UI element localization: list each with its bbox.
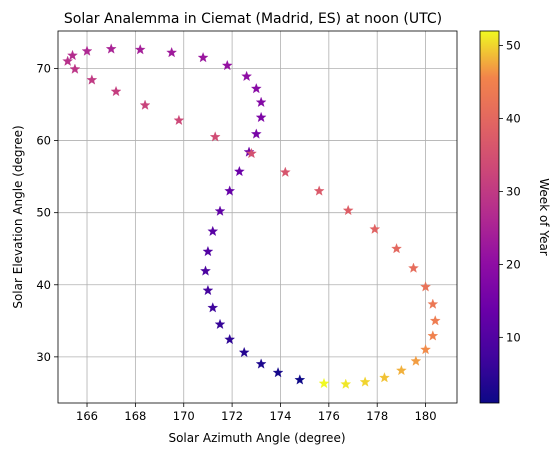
colorbar-tick-label: 30 [506, 184, 521, 198]
data-point-star [238, 346, 250, 358]
colorbar-tick-label: 20 [506, 257, 521, 271]
chart-title: Solar Analemma in Ciemat (Madrid, ES) at… [64, 11, 442, 27]
x-tick-label: 176 [318, 409, 340, 423]
data-point-star [391, 243, 402, 254]
data-point-star [214, 318, 226, 329]
y-tick-label: 70 [36, 61, 51, 75]
data-point-star [209, 131, 221, 142]
data-point-star [250, 128, 262, 139]
data-point-star [67, 49, 78, 61]
data-point-star [420, 344, 431, 355]
data-point-star [202, 284, 214, 296]
grid-lines [58, 31, 457, 403]
data-point-star [173, 114, 185, 125]
colorbar [479, 30, 500, 404]
plot-area-frame [57, 30, 458, 404]
data-point-star [139, 99, 151, 110]
data-point-star [200, 265, 211, 276]
data-point-star [340, 378, 352, 389]
x-axis-ticks: 166 168 170 172 174 176 178 180 [76, 403, 437, 423]
data-point-star [207, 302, 219, 313]
y-tick-label: 30 [36, 350, 51, 364]
data-point-star [69, 63, 81, 74]
data-point-star [272, 367, 284, 378]
data-point-star [429, 315, 441, 326]
data-point-star [62, 55, 74, 66]
data-point-star [241, 70, 252, 81]
data-point-star [197, 52, 209, 63]
data-point-star [410, 355, 422, 366]
data-point-star [202, 245, 214, 257]
data-point-star [427, 298, 439, 309]
x-tick-label: 172 [221, 409, 243, 423]
data-point-star [408, 262, 419, 273]
colorbar-tick-label: 40 [506, 112, 521, 126]
data-points [62, 43, 441, 389]
y-tick-label: 40 [36, 278, 51, 292]
data-point-star [318, 377, 330, 389]
data-point-star [105, 43, 117, 54]
x-axis-label: Solar Azimuth Angle (degree) [168, 431, 345, 445]
y-tick-label: 60 [36, 134, 51, 148]
y-axis-ticks: 30 40 50 60 70 [36, 61, 58, 364]
data-point-star [255, 358, 267, 369]
data-point-star [342, 204, 354, 216]
x-tick-label: 180 [415, 409, 437, 423]
colorbar-ticks: 10 20 30 40 50 [499, 39, 521, 344]
data-point-star [279, 166, 291, 177]
data-point-star [243, 146, 255, 157]
x-tick-label: 170 [173, 409, 195, 423]
x-tick-label: 174 [269, 409, 291, 423]
data-point-star [207, 225, 219, 236]
data-point-star [214, 205, 226, 216]
data-point-star [250, 83, 262, 94]
data-point-star [86, 74, 98, 85]
data-point-star [81, 45, 93, 56]
x-tick-label: 168 [124, 409, 146, 423]
data-point-star [246, 147, 257, 159]
y-axis-label: Solar Elevation Angle (degree) [11, 125, 25, 308]
data-point-star [396, 364, 407, 376]
data-point-star [255, 111, 267, 123]
data-point-star [313, 185, 325, 196]
data-point-star [234, 165, 245, 177]
data-point-star [369, 223, 381, 234]
y-tick-label: 50 [36, 206, 51, 220]
colorbar-tick-label: 10 [506, 330, 521, 344]
data-point-star [420, 281, 431, 292]
data-point-star [255, 96, 267, 107]
data-point-star [224, 185, 236, 196]
colorbar-tick-label: 50 [506, 39, 521, 53]
data-point-star [110, 85, 122, 97]
data-point-star [427, 330, 439, 341]
data-point-star [294, 374, 306, 385]
data-point-star [224, 333, 236, 345]
data-point-star [379, 372, 390, 383]
data-point-star [166, 47, 178, 58]
x-tick-label: 178 [366, 409, 388, 423]
data-point-star [221, 59, 233, 71]
data-point-star [134, 44, 146, 55]
colorbar-label: Week of Year [537, 178, 551, 256]
data-point-star [359, 376, 371, 387]
x-tick-label: 166 [76, 409, 98, 423]
